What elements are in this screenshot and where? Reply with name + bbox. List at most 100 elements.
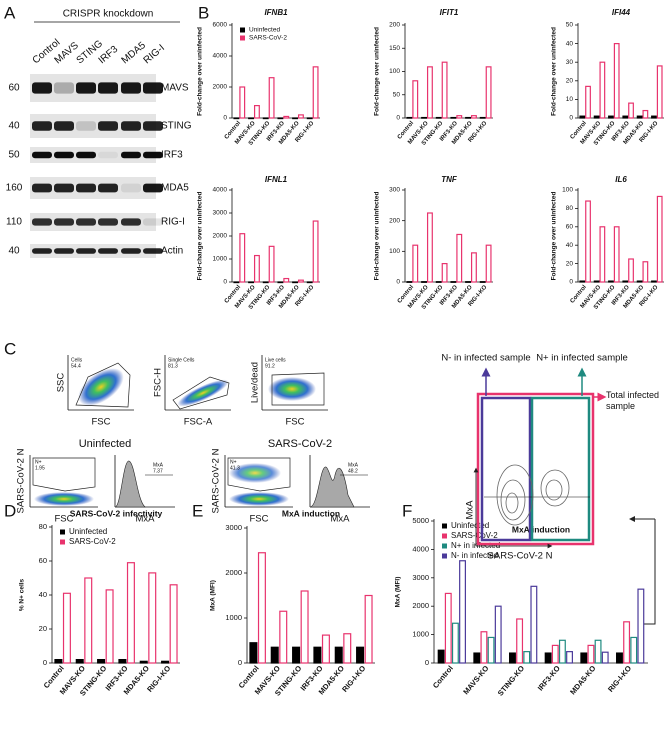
- bar: [435, 281, 442, 283]
- bar: [485, 244, 492, 283]
- bar: [465, 116, 472, 119]
- gate-value: 81.3: [168, 363, 178, 369]
- bar: [279, 610, 288, 664]
- bar: [593, 280, 600, 283]
- bar: [321, 634, 330, 664]
- y-tick-label: 50: [393, 91, 401, 98]
- legend-label: Uninfected: [69, 527, 107, 536]
- bar: [622, 115, 629, 119]
- y-tick-label: 1000: [225, 613, 242, 622]
- y-tick-label: 1000: [412, 630, 429, 639]
- blot-band: [143, 82, 163, 94]
- bar: [139, 660, 148, 664]
- y-axis-label: Fold-change over uninfected: [197, 192, 204, 281]
- bar: [412, 80, 419, 119]
- y-tick-label: 5000: [412, 516, 429, 525]
- gate-name: MxA: [348, 462, 359, 468]
- blot-band: [98, 151, 118, 159]
- gate-name: N+: [230, 459, 237, 465]
- bar: [62, 592, 71, 664]
- legend-label: N+ in infected: [451, 541, 500, 550]
- bar: [642, 261, 649, 283]
- legend-swatch: [442, 533, 447, 539]
- bar: [630, 636, 638, 664]
- y-axis-label: MxA (MFI): [395, 577, 402, 608]
- sample-title: SARS-CoV-2: [268, 438, 332, 450]
- y-tick-label: 20: [566, 260, 574, 267]
- blot-band: [54, 248, 74, 254]
- bar: [249, 642, 258, 664]
- blot-band: [32, 218, 52, 226]
- blot-band: [121, 183, 141, 193]
- blot-band: [121, 121, 141, 131]
- mw-marker: 160: [6, 183, 23, 194]
- bar: [75, 658, 84, 664]
- y-axis-label: FSC-H: [153, 368, 164, 397]
- y-tick-label: 80: [566, 205, 574, 212]
- bar: [509, 652, 516, 664]
- bar: [118, 658, 127, 664]
- gate: [32, 457, 96, 492]
- bar: [587, 644, 595, 664]
- bar: [613, 42, 620, 119]
- contour: [496, 464, 534, 526]
- y-tick-label: 20: [566, 78, 574, 85]
- bar: [239, 233, 246, 283]
- diagram-label: N- in infected sample: [441, 353, 530, 364]
- legend-swatch: [240, 27, 245, 33]
- gate-value: 91.2: [265, 363, 275, 369]
- x-axis-label: FSC: [92, 417, 111, 428]
- blot-band: [143, 151, 163, 159]
- bar: [599, 61, 606, 119]
- blot-band: [32, 248, 52, 254]
- bar: [169, 584, 178, 664]
- bar: [262, 117, 269, 120]
- y-tick-label: 0: [238, 658, 242, 667]
- bar: [551, 644, 559, 664]
- bar: [593, 115, 600, 119]
- contour: [545, 479, 563, 501]
- y-tick-label: 0: [223, 115, 227, 122]
- y-tick-label: 40: [566, 242, 574, 249]
- bar: [297, 114, 304, 119]
- bar: [292, 281, 299, 284]
- bar: [306, 281, 313, 284]
- blot-band: [98, 121, 118, 131]
- y-tick-label: 20: [39, 624, 47, 633]
- bar: [426, 212, 433, 283]
- bar: [487, 636, 495, 664]
- x-tick-label: RIG-I-KO: [606, 664, 633, 694]
- bar: [300, 590, 309, 664]
- x-tick-label: IRF3-KO: [536, 664, 562, 693]
- bar: [450, 281, 457, 283]
- bar: [523, 651, 531, 664]
- blot-band: [76, 82, 96, 94]
- bar: [580, 652, 588, 664]
- blot-band: [54, 82, 74, 94]
- y-tick-label: 300: [389, 187, 400, 194]
- bar: [161, 660, 170, 664]
- cell-density: [177, 379, 229, 407]
- cell-density: [229, 492, 289, 506]
- bar: [628, 258, 634, 283]
- y-tick-label: 40: [566, 40, 574, 47]
- bar: [297, 279, 304, 283]
- y-axis-label: Fold-change over uninfected: [197, 27, 204, 116]
- y-tick-label: 100: [389, 68, 400, 75]
- n-minus-gate: [480, 396, 532, 542]
- legend-swatch: [240, 35, 245, 41]
- bar: [444, 592, 452, 664]
- chart-title: IL6: [615, 175, 627, 184]
- bar: [97, 658, 106, 664]
- bar: [421, 116, 428, 119]
- bar: [479, 116, 486, 119]
- diagram-label: N+ in infected sample: [536, 353, 628, 364]
- bar: [262, 281, 269, 284]
- bar: [356, 646, 365, 664]
- x-tick-label: STING-KO: [496, 664, 527, 698]
- blot-band: [32, 183, 52, 193]
- panel-label: B: [198, 3, 209, 22]
- y-tick-label: 0: [569, 115, 573, 122]
- bar: [268, 245, 275, 283]
- bar: [651, 280, 657, 283]
